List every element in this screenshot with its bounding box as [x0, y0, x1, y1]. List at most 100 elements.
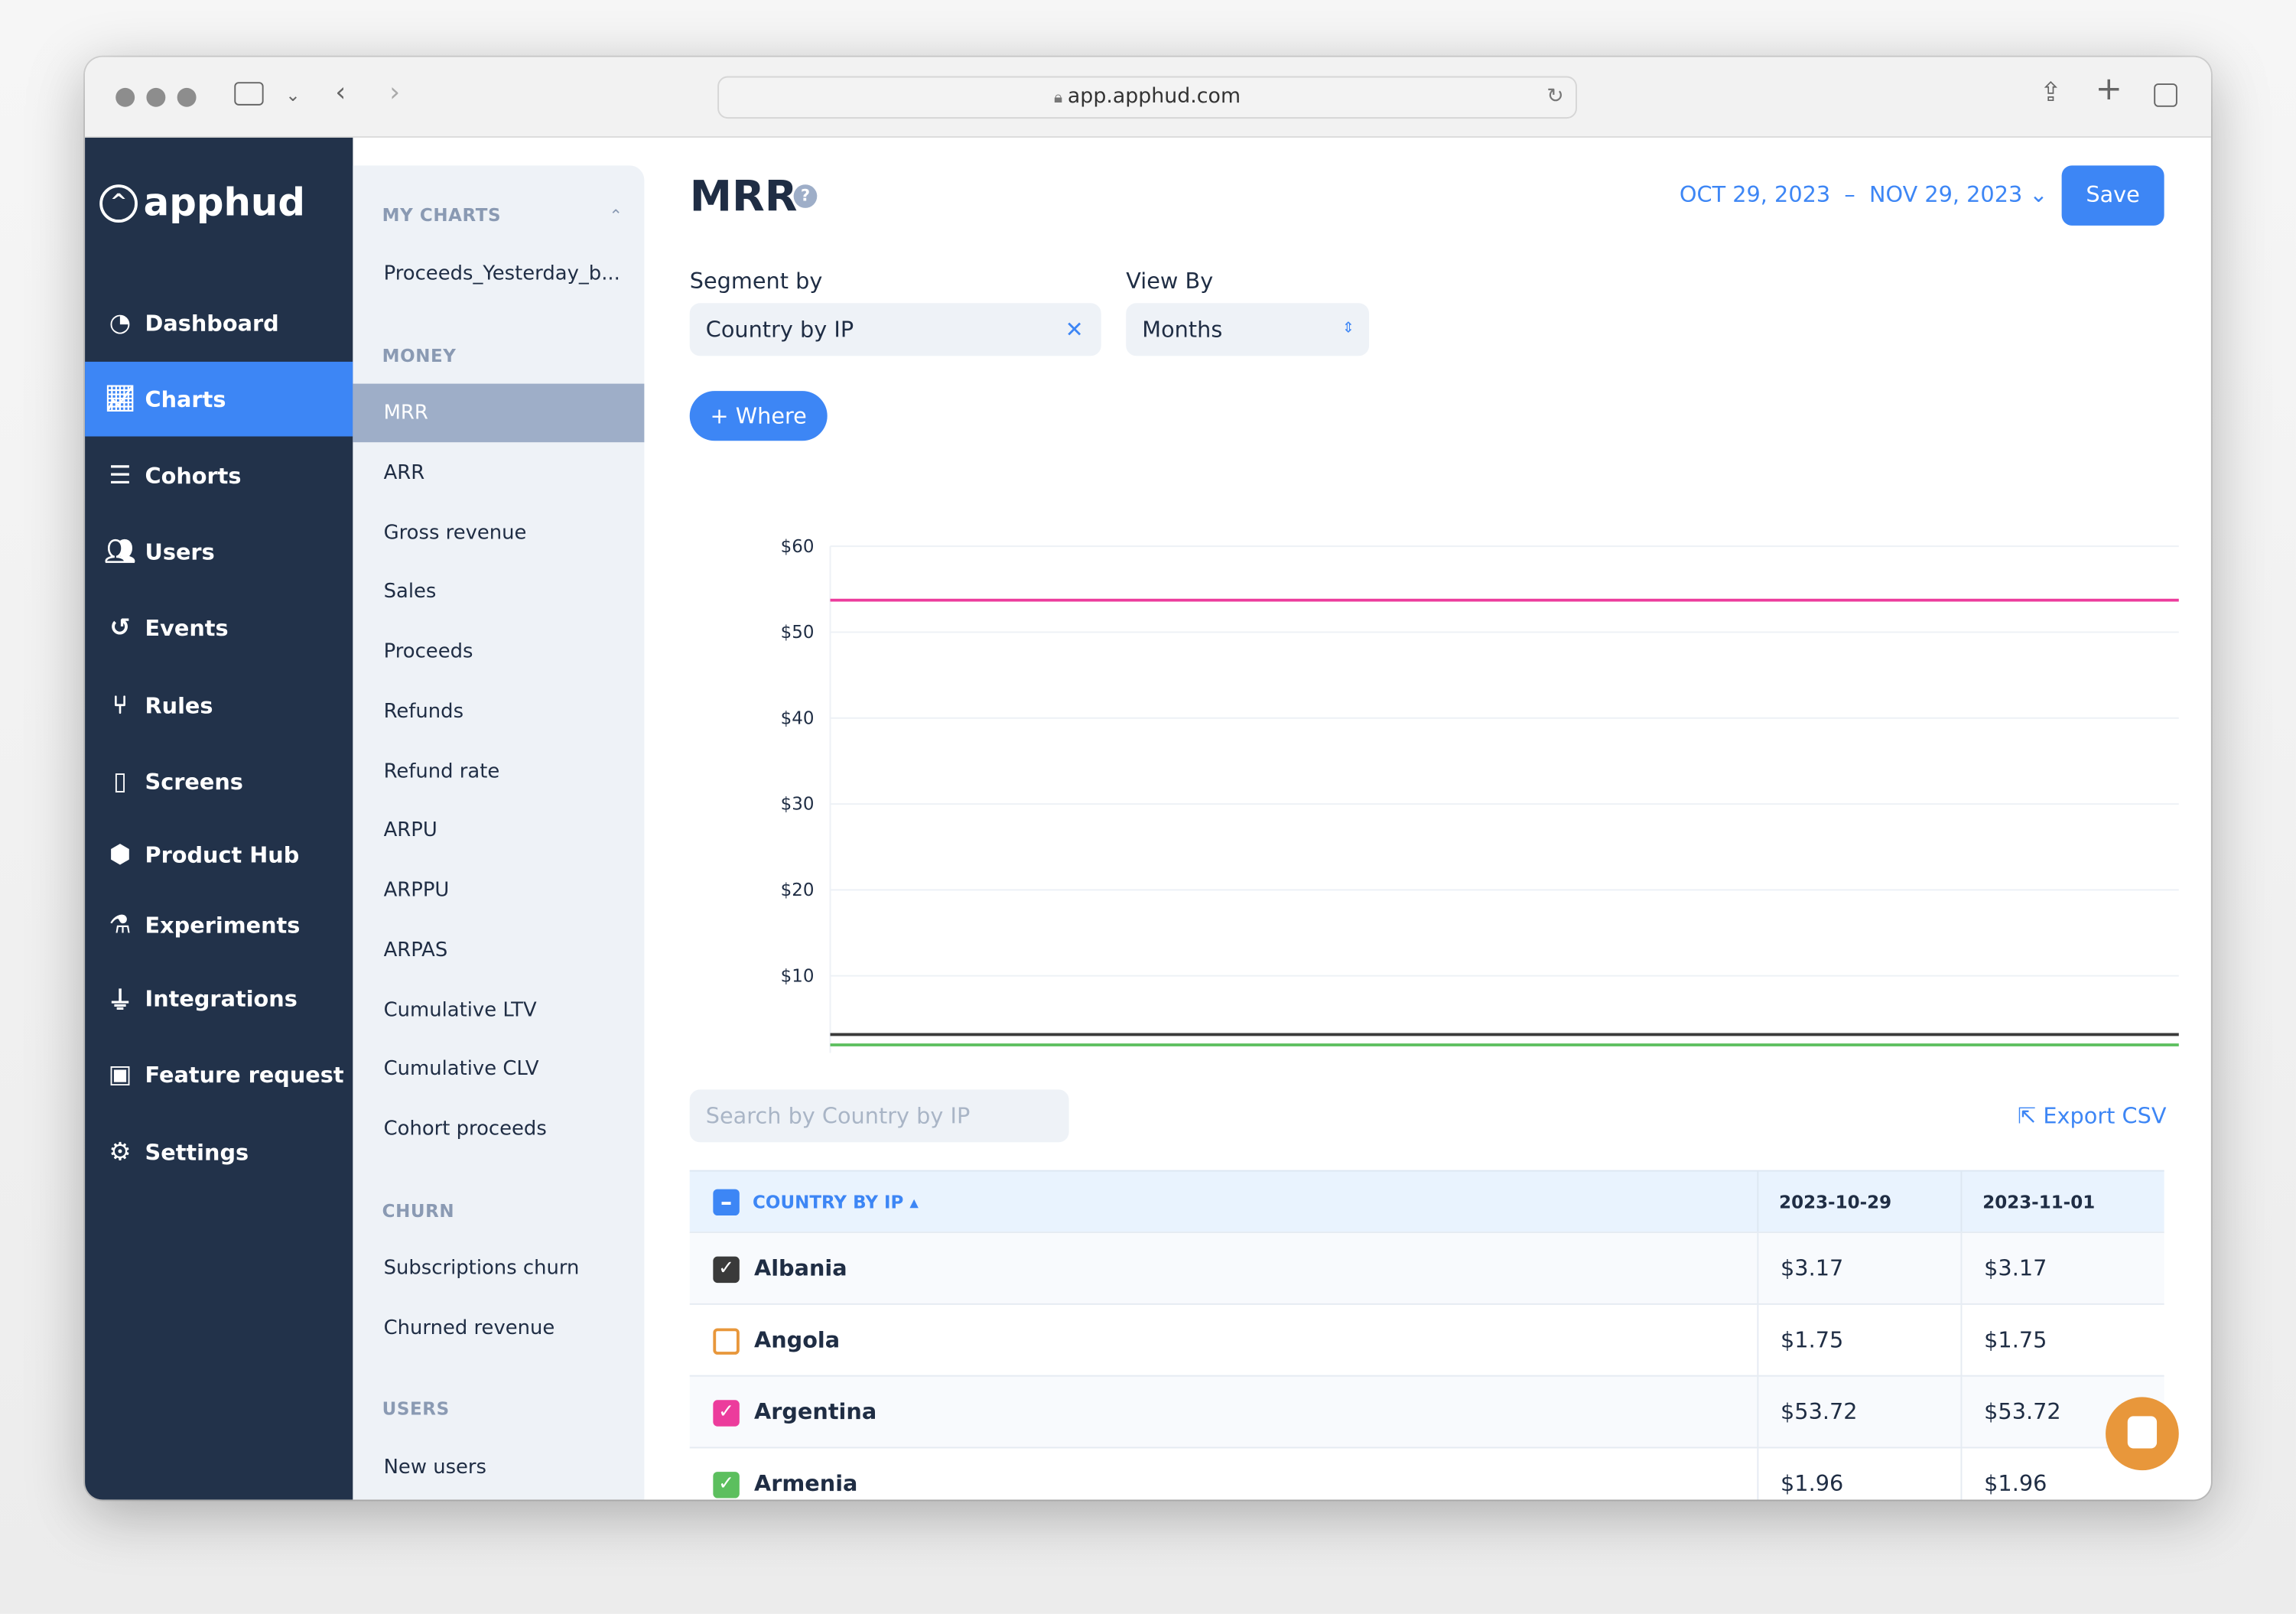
submenu-item[interactable]: MRR [353, 383, 645, 443]
submenu-item[interactable]: Proceeds [383, 639, 473, 664]
sidebar-item-users[interactable]: 👥︎ Users [85, 514, 353, 589]
country-name: Armenia [753, 1470, 858, 1497]
new-tab-icon[interactable]: + [2095, 71, 2122, 109]
flask-icon: ⚗ [109, 910, 132, 940]
table-row: ✓ Argentina $53.72 $53.72 [689, 1375, 2164, 1449]
column-divider [1757, 1171, 1759, 1234]
chat-support-button[interactable] [2106, 1397, 2179, 1471]
cohorts-icon: ☰ [109, 460, 132, 490]
add-where-filter-button[interactable]: + Where [689, 391, 828, 441]
sidebar-item-label: Charts [145, 386, 226, 412]
share-icon[interactable]: ⇪ [2039, 77, 2062, 109]
submenu-item[interactable]: ARPU [383, 818, 437, 843]
lock-icon: 🔒︎ [1053, 87, 1068, 107]
submenu-item[interactable]: ARR [383, 460, 425, 485]
sidebar-item-experiments[interactable]: ⚗ Experiments [85, 887, 353, 962]
minimize-window-button[interactable] [146, 87, 166, 107]
date-range-picker[interactable]: OCT 29, 2023 – NOV 29, 2023 ⌄ [1680, 181, 2048, 207]
country-search-input[interactable]: Search by Country by IP [689, 1089, 1069, 1143]
y-tick-label: $50 [781, 623, 815, 643]
chevron-down-icon[interactable]: ⌄ [285, 85, 301, 106]
apphud-logo[interactable]: ^ apphud [99, 181, 305, 226]
close-window-button[interactable] [115, 87, 135, 107]
sidebar-item-settings[interactable]: ⚙ Settings [85, 1115, 353, 1189]
sidebar-item-events[interactable]: ↺ Events [85, 591, 353, 665]
mrr-value: $3.17 [1781, 1254, 1844, 1282]
back-icon[interactable]: ‹ [335, 77, 346, 109]
tabs-overview-icon[interactable] [2154, 83, 2177, 107]
segment-select[interactable]: Country by IP ✕ [689, 303, 1101, 356]
row-checkbox[interactable]: ✓ [713, 1472, 740, 1498]
url-text: app.apphud.com [1067, 85, 1241, 109]
sidebar-item-feature-request[interactable]: ▣ Feature request [85, 1036, 353, 1111]
submenu-item[interactable]: Sales [383, 580, 437, 604]
save-button[interactable]: Save [2061, 165, 2164, 226]
submenu-item[interactable]: Cohort proceeds [383, 1117, 547, 1141]
date-column-header[interactable]: 2023-10-29 [1779, 1192, 1892, 1213]
export-csv-button[interactable]: ⇱ Export CSV [2018, 1103, 2166, 1129]
address-bar[interactable]: 🔒︎ app.apphud.com ↻ [717, 76, 1577, 119]
submenu-item[interactable]: Subscriptions churn [383, 1256, 580, 1280]
sidebar-item-screens[interactable]: ▯ Screens [85, 744, 353, 819]
column-divider [1960, 1304, 1963, 1377]
mrr-value: $53.72 [1781, 1398, 1858, 1425]
sidebar-item-label: Dashboard [145, 309, 279, 337]
date-column-header[interactable]: 2023-11-01 [1982, 1192, 2096, 1213]
help-icon[interactable]: ? [793, 184, 818, 208]
submenu-item[interactable]: ARPPU [383, 878, 450, 903]
row-checkbox[interactable]: ✓ [713, 1256, 740, 1284]
section-my_charts: MY CHARTS [382, 205, 502, 226]
submenu-item[interactable]: Proceeds_Yesterday_b... [383, 262, 620, 286]
sidebar-item-integrations[interactable]: ⏚ Integrations [85, 961, 353, 1036]
sidebar-item-label: Settings [145, 1138, 249, 1165]
sidebar-item-rules[interactable]: ⑂ Rules [85, 668, 353, 743]
select-all-checkbox[interactable]: – [713, 1189, 740, 1216]
submenu-item[interactable]: Refund rate [383, 759, 500, 783]
y-tick-label: $60 [781, 537, 815, 557]
sidebar-item-dashboard[interactable]: ◔ Dashboard [85, 285, 353, 360]
row-checkbox[interactable]: ✓ [713, 1400, 740, 1427]
export-csv-label: Export CSV [2043, 1102, 2167, 1130]
mrr-value: $1.75 [1781, 1326, 1844, 1353]
gear-icon: ⚙ [109, 1137, 132, 1167]
submenu-item[interactable]: ARPAS [383, 938, 448, 962]
dashboard-icon: ◔ [109, 308, 132, 338]
collapse-icon[interactable]: ⌃ [609, 206, 623, 226]
sidebar-item-label: Cohorts [145, 462, 242, 489]
reload-icon[interactable]: ↻ [1546, 85, 1564, 109]
y-tick-label: $30 [781, 795, 815, 815]
browser-window: ⌄ ‹ › 🔒︎ app.apphud.com ↻ ⇪ + ^ apphud ◔ Da… [85, 57, 2211, 1500]
sidebar-item-label: Integrations [145, 984, 298, 1011]
phone-icon: ▯ [113, 766, 127, 796]
country-name: Albania [753, 1254, 847, 1282]
view-by-select[interactable]: Months ⇕ [1126, 303, 1370, 356]
sidebar-item-label: Users [145, 538, 215, 565]
clear-icon[interactable]: ✕ [1065, 316, 1084, 343]
row-checkbox[interactable] [713, 1328, 740, 1355]
submenu-item[interactable]: Cumulative LTV [383, 997, 537, 1022]
submenu-item[interactable]: Churned revenue [383, 1316, 555, 1340]
rules-icon: ⑂ [112, 690, 128, 720]
sidebar-item-product-hub[interactable]: ⬢ Product Hub [85, 817, 353, 892]
logo-icon: ^ [99, 184, 138, 223]
sidebar-item-label: Screens [145, 768, 243, 795]
forward-icon[interactable]: › [389, 77, 401, 109]
section-users: USERS [382, 1398, 450, 1420]
maximize-window-button[interactable] [177, 87, 197, 107]
submenu-item[interactable]: Cumulative CLV [383, 1057, 539, 1082]
sidebar-item-charts[interactable]: 📈︎ Charts [85, 361, 353, 437]
submenu-item[interactable]: Refunds [383, 699, 464, 724]
column-divider [1757, 1376, 1759, 1449]
country-column-header[interactable]: COUNTRY BY IP ▴ [753, 1192, 919, 1213]
submenu-item[interactable]: New users [383, 1456, 487, 1479]
submenu-item[interactable]: Gross revenue [383, 520, 527, 545]
y-tick-label: $10 [781, 966, 815, 986]
mrr-value: $1.96 [1984, 1470, 2047, 1497]
y-tick-label: $40 [781, 708, 815, 728]
mrr-value: $53.72 [1984, 1398, 2061, 1425]
sidebar-item-cohorts[interactable]: ☰ Cohorts [85, 438, 353, 513]
date-range-text: OCT 29, 2023 – NOV 29, 2023 [1679, 181, 2023, 208]
sidebar-toggle-icon[interactable] [234, 82, 264, 106]
